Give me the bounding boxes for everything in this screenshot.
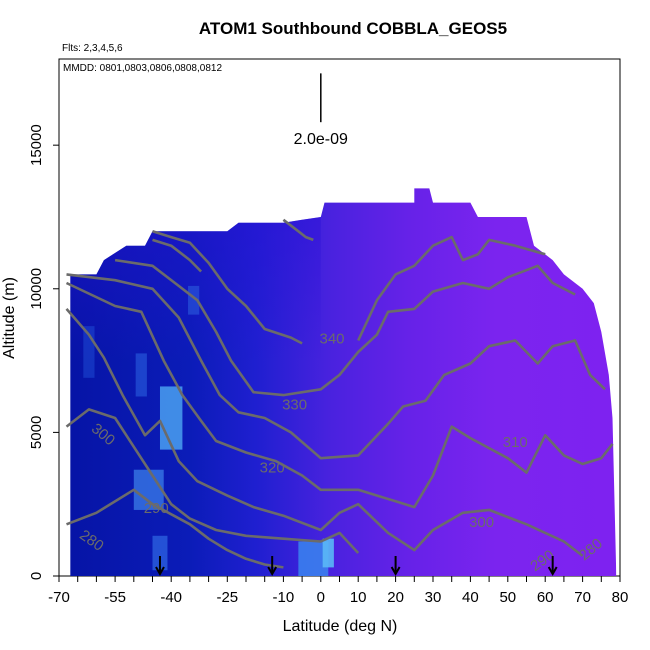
- flights-annotation: Flts: 2,3,4,5,6: [62, 43, 123, 54]
- y-tick-label: 15000: [28, 124, 45, 166]
- x-tick-label: 20: [387, 589, 404, 606]
- heatmap-hotspot: [322, 538, 334, 568]
- heatmap-hotspots: [83, 285, 334, 577]
- x-tick-label: 10: [350, 589, 367, 606]
- scale-bar-label: 2.0e-09: [294, 131, 348, 148]
- y-tick-label: 0: [28, 572, 45, 580]
- flight-arrows: [155, 556, 558, 577]
- contour-line: [152, 230, 303, 345]
- chart-title: ATOM1 Southbound COBBLA_GEOS5: [199, 19, 507, 38]
- y-tick-label: 10000: [28, 268, 45, 310]
- contour-lines: [65, 218, 614, 569]
- heatmap-hotspot: [83, 326, 95, 378]
- contour-label: 320: [260, 460, 285, 477]
- heatmap-upper-shade: [70, 188, 321, 576]
- y-axis-label: Altitude (m): [1, 277, 18, 359]
- x-tick-label: 30: [425, 589, 442, 606]
- x-tick-label: 60: [537, 589, 554, 606]
- x-tick-label: 70: [574, 589, 591, 606]
- x-tick-label: 80: [612, 589, 629, 606]
- contour-line: [357, 235, 546, 342]
- x-tick-label: 0: [317, 589, 325, 606]
- contour-line: [65, 281, 614, 509]
- heatmap-hotspot: [188, 285, 200, 315]
- flight-arrow-head: [155, 566, 165, 577]
- y-tick-label: 5000: [28, 416, 45, 449]
- dates-annotation: MMDD: 0801,0803,0806,0808,0812: [63, 63, 222, 74]
- x-axis: -70 -55 -40 -25 -10 0 10 20 30 40 50 60 70 80: [48, 576, 628, 606]
- contour-label: 290: [144, 500, 169, 517]
- x-axis-label: Latitude (deg N): [283, 618, 398, 635]
- x-tick-label: -10: [273, 589, 295, 606]
- contour-line: [65, 308, 584, 557]
- flight-arrow-head: [390, 566, 401, 577]
- x-tick-label: -40: [160, 589, 182, 606]
- contour-label: 340: [320, 330, 345, 347]
- contour-line: [66, 488, 284, 569]
- contour-line: [66, 273, 606, 460]
- flight-arrow-head: [547, 566, 558, 577]
- x-tick-label: -25: [216, 589, 238, 606]
- heatmap-hotspot: [135, 353, 147, 397]
- x-tick-label: -55: [104, 589, 126, 606]
- x-tick-label: 50: [499, 589, 516, 606]
- heatmap-hotspot: [152, 535, 168, 571]
- contour-line: [282, 218, 314, 242]
- contour-line: [114, 258, 576, 397]
- y-axis: 0 5000 10000 15000: [28, 124, 59, 580]
- contour-line: [65, 408, 360, 554]
- heatmap-hotspot: [159, 386, 183, 450]
- contour-label: 300: [469, 514, 494, 531]
- heatmap-hotspot: [133, 469, 164, 510]
- contour-label: 330: [282, 396, 307, 413]
- x-tick-label: 40: [462, 589, 479, 606]
- flight-arrow-head: [267, 566, 278, 577]
- contour-label: 310: [503, 434, 528, 451]
- x-tick-label: -70: [48, 589, 70, 606]
- contour-line: [152, 238, 203, 273]
